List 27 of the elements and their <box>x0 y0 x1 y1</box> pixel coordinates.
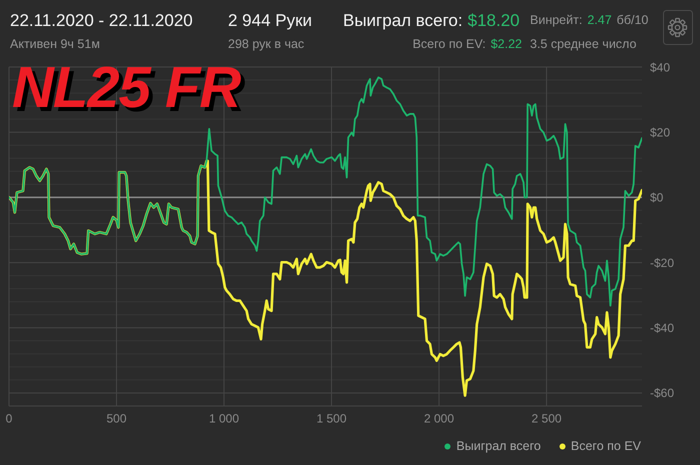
text: 3.5 среднее число <box>530 37 636 51</box>
x-tick-label: 0 <box>6 412 13 426</box>
y-tick-label: -$60 <box>650 386 674 400</box>
text: 2.47 <box>587 13 612 27</box>
text: 298 рук в час <box>228 37 304 51</box>
legend-label: Всего по EV <box>570 439 641 453</box>
text: 2 944 Руки <box>228 11 312 31</box>
x-tick-label: 500 <box>106 412 127 426</box>
x-tick-label: 2 500 <box>532 412 562 426</box>
text: Винрейт: <box>530 13 582 27</box>
x-tick-label: 2 000 <box>424 412 454 426</box>
text: Всего по EV: <box>412 37 486 51</box>
text: Активен 9ч 51м <box>10 37 100 51</box>
x-tick-label: 1 500 <box>316 412 347 426</box>
y-tick-label: $0 <box>650 190 664 205</box>
text: $2.22 <box>490 37 522 51</box>
text: Выиграл всего: <box>343 11 463 31</box>
y-tick-label: $40 <box>650 60 670 74</box>
y-tick-label: -$40 <box>650 321 674 336</box>
y-tick-label: $20 <box>650 125 670 140</box>
text: бб/10 <box>616 13 648 27</box>
chart-subtitle: 22.11.2020 - 22.11.2020 <box>10 11 193 31</box>
y-tick-label: -$20 <box>650 256 674 270</box>
x-tick-label: 1 000 <box>209 412 240 426</box>
chart-title: NL25 FR <box>12 55 240 120</box>
legend-label: Выиграл всего <box>456 439 541 453</box>
text: $18.20 <box>468 11 520 31</box>
